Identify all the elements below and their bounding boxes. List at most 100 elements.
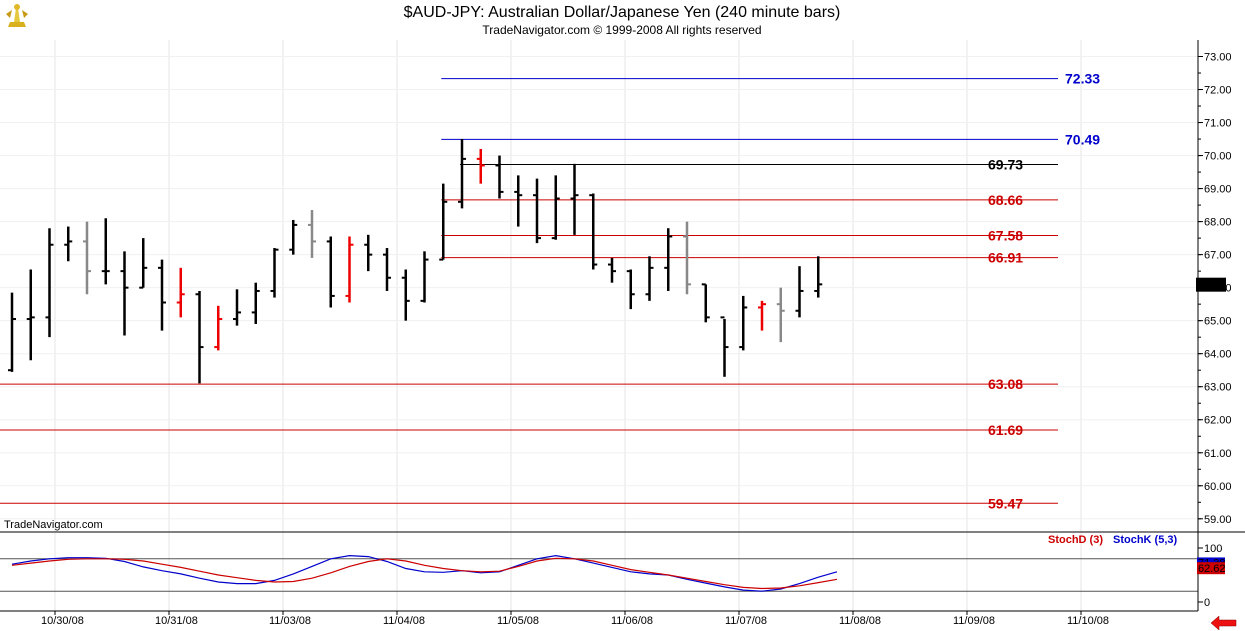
x-tick-label: 11/06/08 bbox=[611, 615, 653, 627]
price-y-axis: 73.0072.0071.0070.0069.0068.0067.0066.00… bbox=[1196, 52, 1232, 526]
stochastic-lines bbox=[11, 554, 838, 592]
y-tick-label: 65.00 bbox=[1204, 316, 1232, 328]
x-tick-label: 11/04/08 bbox=[383, 615, 425, 627]
price-bar bbox=[514, 175, 523, 227]
y-tick-label: 63.00 bbox=[1204, 382, 1232, 394]
price-bar bbox=[608, 257, 616, 283]
price-bar bbox=[270, 248, 279, 298]
price-bar bbox=[739, 295, 748, 351]
scroll-arrow-icon[interactable] bbox=[1210, 615, 1237, 631]
y-tick-label: 64.00 bbox=[1204, 349, 1232, 361]
stochastic-panel: 100071.3862.62 StochD (3)StochK (5,3) bbox=[0, 532, 1226, 611]
price-bar bbox=[8, 292, 16, 372]
y-tick-label: 72.00 bbox=[1204, 85, 1232, 97]
level-label: 70.49 bbox=[1065, 131, 1100, 147]
price-bar bbox=[195, 290, 204, 384]
credit-label: TradeNavigator.com bbox=[4, 519, 103, 531]
price-bar bbox=[308, 210, 316, 258]
price-bar bbox=[289, 219, 298, 255]
price-bar bbox=[83, 221, 91, 295]
price-bar bbox=[589, 193, 598, 270]
price-bar bbox=[795, 266, 804, 318]
price-bar bbox=[701, 283, 710, 323]
price-bar bbox=[214, 305, 223, 351]
price-panel: 72.33 70.49 69.73 68.66 67.58 66.91 63.08 61.69… bbox=[0, 40, 1232, 532]
chart-subtitle: TradeNavigator.com © 1999-2008 All right… bbox=[482, 23, 761, 37]
price-bar bbox=[495, 155, 504, 199]
price-bar bbox=[776, 287, 785, 343]
stoch-d-last-box bbox=[1197, 562, 1225, 575]
price-bars bbox=[8, 139, 823, 384]
level-label: 72.33 bbox=[1065, 71, 1100, 87]
level-label: 68.66 bbox=[988, 192, 1023, 208]
y-tick-label: 71.00 bbox=[1204, 118, 1232, 130]
chart-title: $AUD-JPY: Australian Dollar/Japanese Yen… bbox=[404, 4, 841, 21]
level-label: 66.91 bbox=[988, 250, 1023, 266]
y-tick-label: 69.00 bbox=[1204, 184, 1232, 196]
price-bar bbox=[326, 236, 335, 308]
price-bar bbox=[570, 163, 579, 235]
y-tick-label: 61.00 bbox=[1204, 448, 1232, 460]
y-tick-label: 60.00 bbox=[1204, 481, 1232, 493]
y-tick-label: 62.00 bbox=[1204, 415, 1232, 427]
date-x-axis: 10/30/08 10/31/08 11/03/08 11/04/08 11/05/08… bbox=[41, 611, 1109, 627]
price-bar bbox=[551, 175, 560, 240]
x-tick-label: 11/10/08 bbox=[1067, 615, 1109, 627]
price-bar bbox=[233, 289, 241, 326]
level-label: 63.08 bbox=[988, 376, 1023, 392]
price-bar bbox=[251, 282, 260, 324]
price-bar bbox=[176, 267, 185, 318]
price-bar bbox=[45, 228, 54, 338]
x-tick-label: 11/08/08 bbox=[839, 615, 881, 627]
price-bar bbox=[458, 139, 466, 209]
y-tick-label: 73.00 bbox=[1204, 52, 1232, 64]
last-price-label: 66.09 bbox=[1198, 280, 1226, 292]
stoch-legend-item: StochK (5,3) bbox=[1113, 534, 1178, 546]
price-bar bbox=[101, 218, 110, 285]
stochastic-y-axis: 100071.3862.62 bbox=[1197, 543, 1226, 609]
price-bar bbox=[26, 269, 35, 361]
price-bar bbox=[626, 269, 635, 310]
level-label: 61.69 bbox=[988, 422, 1023, 438]
stoch-tick-label: 100 bbox=[1204, 543, 1222, 555]
price-bar bbox=[401, 269, 410, 321]
x-tick-label: 11/09/08 bbox=[953, 615, 995, 627]
price-bar bbox=[364, 234, 373, 272]
price-bar bbox=[158, 259, 166, 331]
price-bar bbox=[345, 236, 354, 303]
price-bar bbox=[533, 178, 541, 244]
stoch-d-last-label: 62.62 bbox=[1198, 563, 1226, 575]
price-bar bbox=[814, 256, 823, 298]
price-bar bbox=[683, 221, 691, 295]
logo-icon bbox=[4, 2, 30, 30]
stoch-legend-item: StochD (3) bbox=[1048, 534, 1103, 546]
price-bar bbox=[758, 300, 766, 331]
stoch-tick-label: 0 bbox=[1204, 597, 1210, 609]
price-bar bbox=[439, 183, 448, 261]
price-grid bbox=[0, 40, 1198, 532]
price-bar bbox=[383, 248, 391, 291]
price-bar bbox=[420, 251, 429, 303]
y-tick-label: 67.00 bbox=[1204, 250, 1232, 262]
y-tick-label: 59.00 bbox=[1204, 514, 1232, 526]
stochastic-legend: StochD (3) StochK (5,3) bbox=[1048, 534, 1178, 546]
stochastic-grid bbox=[0, 533, 1198, 611]
stoch-d-line bbox=[11, 557, 838, 590]
level-label: 67.58 bbox=[988, 227, 1023, 243]
x-tick-label: 11/05/08 bbox=[497, 615, 539, 627]
price-bar bbox=[720, 316, 729, 377]
y-tick-label: 70.00 bbox=[1204, 151, 1232, 163]
price-bar bbox=[476, 148, 485, 184]
price-bar bbox=[664, 228, 673, 291]
price-bar bbox=[120, 251, 129, 336]
price-bar bbox=[64, 226, 73, 262]
x-tick-label: 11/07/08 bbox=[725, 615, 767, 627]
stoch-k-line bbox=[11, 554, 838, 592]
price-bar bbox=[139, 238, 148, 289]
last-price-box bbox=[1196, 277, 1226, 292]
level-label: 69.73 bbox=[988, 156, 1023, 172]
level-label: 59.47 bbox=[988, 495, 1023, 511]
x-tick-label: 10/31/08 bbox=[155, 615, 198, 627]
x-tick-label: 10/30/08 bbox=[41, 615, 84, 627]
